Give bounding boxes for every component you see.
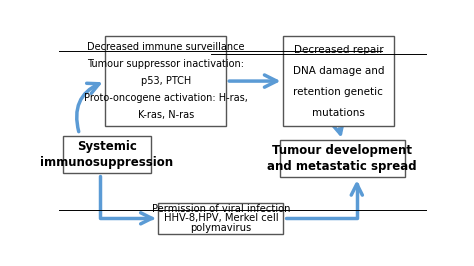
FancyBboxPatch shape [158,203,283,234]
Text: K-ras, N-ras: K-ras, N-ras [137,110,194,120]
Text: HHV-8,HPV, Merkel cell: HHV-8,HPV, Merkel cell [164,213,278,223]
FancyBboxPatch shape [105,36,227,126]
FancyBboxPatch shape [280,140,405,177]
Text: immunosuppression: immunosuppression [40,156,173,169]
Text: Decreased immune surveillance: Decreased immune surveillance [87,42,245,52]
Text: polymavirus: polymavirus [190,223,252,232]
Text: Proto-oncogene activation: H-ras,: Proto-oncogene activation: H-ras, [84,93,248,103]
Text: DNA damage and: DNA damage and [292,66,384,76]
Text: Tumour suppressor inactivation:: Tumour suppressor inactivation: [87,59,244,69]
Text: Permission of viral infection: Permission of viral infection [152,204,290,214]
Text: and metastatic spread: and metastatic spread [267,160,417,173]
FancyBboxPatch shape [283,36,393,126]
FancyBboxPatch shape [63,136,151,173]
Text: Decreased repair: Decreased repair [293,45,383,55]
Text: retention genetic: retention genetic [293,86,383,97]
Text: mutations: mutations [312,107,365,118]
Text: p53, PTCH: p53, PTCH [141,76,191,86]
Text: Tumour development: Tumour development [272,144,412,157]
Text: Systemic: Systemic [77,140,137,153]
